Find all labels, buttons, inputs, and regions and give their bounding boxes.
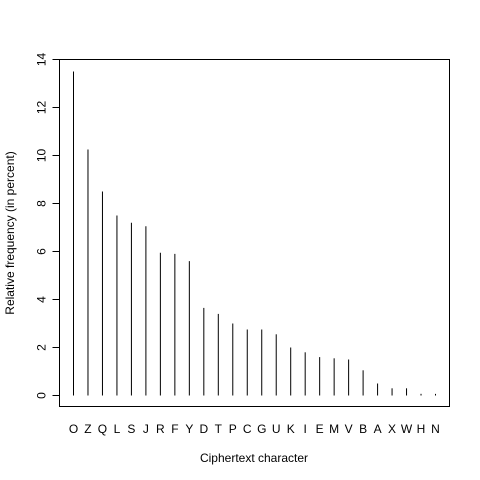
x-axis-title: Ciphertext character [200,451,308,465]
x-tick-label-M: M [329,422,339,436]
bar-series [73,71,436,396]
y-axis-title: Relative frequency (in percent) [3,151,17,314]
x-tick-label-A: A [374,422,382,436]
x-tick-label-J: J [143,422,149,436]
y-tick-label: 2 [35,344,49,351]
y-tick-label: 8 [35,200,49,207]
x-tick-label-U: U [272,422,281,436]
x-tick-label-B: B [359,422,367,436]
x-tick-label-O: O [69,422,78,436]
y-axis: 0 2 4 6 8 10 12 14 [35,53,60,399]
y-tick-label: 0 [35,392,49,399]
x-tick-label-D: D [199,422,208,436]
y-tick-label: 4 [35,296,49,303]
y-tick-label: 14 [35,53,49,67]
x-tick-label-W: W [401,422,413,436]
x-tick-label-Q: Q [98,422,107,436]
x-tick-label-T: T [215,422,223,436]
x-tick-label-R: R [156,422,165,436]
x-tick-label-L: L [114,422,121,436]
x-tick-label-H: H [417,422,426,436]
x-tick-label-C: C [243,422,252,436]
y-tick-label: 10 [35,149,49,163]
plot-frame [59,59,450,407]
x-tick-label-S: S [127,422,135,436]
x-tick-label-F: F [171,422,178,436]
x-tick-label-G: G [257,422,266,436]
x-tick-label-V: V [345,422,353,436]
x-tick-label-Z: Z [84,422,91,436]
y-tick-label: 6 [35,248,49,255]
x-tick-label-X: X [388,422,396,436]
x-tick-label-K: K [287,422,295,436]
x-tick-label-Y: Y [185,422,193,436]
x-tick-label-E: E [316,422,324,436]
y-tick-label: 12 [35,101,49,115]
x-tick-label-I: I [304,422,307,436]
x-tick-label-P: P [229,422,237,436]
x-tick-label-N: N [431,422,440,436]
